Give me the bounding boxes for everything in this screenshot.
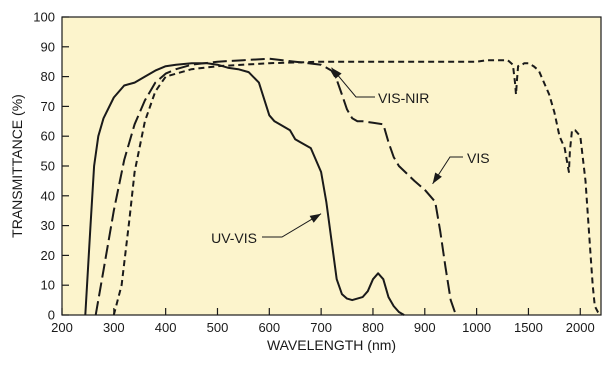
x-tick-label: 800 (362, 320, 384, 335)
y-tick-label: 50 (41, 159, 55, 174)
annotation-leader (262, 213, 322, 238)
x-tick-label: 900 (414, 320, 436, 335)
x-tick-label: 700 (310, 320, 332, 335)
x-tick-label: 300 (103, 320, 125, 335)
series-lines (84, 57, 602, 316)
x-tick-label: 1500 (514, 320, 543, 335)
annotation-label-uv-vis: UV-VIS (211, 230, 257, 246)
y-tick-label: 70 (41, 99, 55, 114)
y-tick-label: 20 (41, 248, 55, 263)
y-tick-label: 10 (41, 278, 55, 293)
plot-frame (61, 16, 602, 316)
annotation-leader (331, 67, 375, 98)
y-tick-label: 100 (33, 10, 55, 25)
x-tick-label: 500 (207, 320, 229, 335)
series-line-vis (94, 57, 457, 316)
y-tick-label: 0 (48, 308, 55, 323)
y-tick-label: 30 (41, 218, 55, 233)
x-tick-label: 2000 (566, 320, 595, 335)
annotation-arrowhead (309, 213, 322, 223)
x-axis-label: WAVELENGTH (nm) (267, 337, 396, 353)
y-tick-label: 40 (41, 188, 55, 203)
x-tick-label: 600 (258, 320, 280, 335)
annotation-label-vis-nir: VIS-NIR (378, 90, 429, 106)
y-tick-label: 80 (41, 69, 55, 84)
tick-labels: 200 300 400 500 600 700 800 900 1000 1500 2000 0 10 2… (33, 10, 594, 336)
y-tick-label: 60 (41, 129, 55, 144)
annotation-label-vis: VIS (467, 150, 490, 166)
y-axis-label: TRANSMITTANCE (%) (9, 94, 25, 238)
x-tick-label: 1000 (462, 320, 491, 335)
annotations: VIS-NIR VIS UV-VIS (211, 67, 490, 246)
annotation-arrowhead (432, 172, 442, 184)
annotation-arrowhead (331, 67, 342, 79)
plot-background (62, 17, 601, 315)
x-tick-label: 200 (51, 320, 73, 335)
y-tick-label: 90 (41, 39, 55, 54)
series-line-uv-vis (84, 62, 405, 316)
x-tick-label: 400 (155, 320, 177, 335)
